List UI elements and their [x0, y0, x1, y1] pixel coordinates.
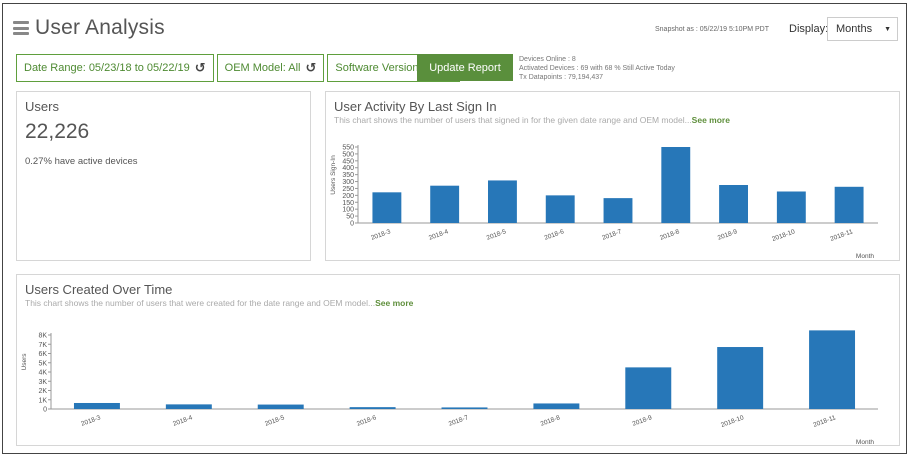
x-tick-label: 2018-4	[172, 414, 194, 428]
caret-down-icon: ▼	[884, 26, 891, 33]
app-frame: User Analysis Snapshot as : 05/22/19 5:1…	[2, 3, 907, 454]
date-range-filter-button[interactable]: Date Range: 05/23/18 to 05/22/19 ↺	[16, 54, 214, 82]
bar-2018-10	[717, 347, 764, 409]
y-tick-label: 7K	[38, 342, 47, 349]
created-chart-description: This chart shows the number of users tha…	[25, 298, 413, 308]
bar-2018-7	[441, 407, 488, 409]
x-axis-label: Month	[856, 439, 874, 446]
update-report-button[interactable]: Update Report	[417, 54, 513, 81]
activity-chart-title: User Activity By Last Sign In	[334, 99, 497, 114]
display-select[interactable]: Months ▼	[827, 17, 898, 41]
y-tick-label: 0	[43, 407, 47, 414]
activity-see-more-link[interactable]: See more	[691, 115, 730, 125]
x-tick-label: 2018-5	[264, 414, 286, 428]
x-tick-label: 2018-9	[632, 414, 654, 428]
created-see-more-link[interactable]: See more	[375, 298, 414, 308]
refresh-icon: ↺	[194, 60, 206, 75]
bar-2018-8	[661, 147, 691, 223]
date-range-label: Date Range: 05/23/18 to 05/22/19	[24, 62, 190, 74]
users-created-bar-chart: 0 1K 2K 3K 4K 5K 6K 7K 8K Users 2018-3 2018-4 2018-5…	[21, 330, 878, 446]
x-tick-label: 2018-10	[771, 228, 796, 243]
x-tick-label: 2018-4	[428, 228, 450, 242]
y-tick-label: 450	[342, 158, 354, 165]
display-label: Display:	[789, 23, 829, 35]
bar-2018-3	[372, 192, 402, 223]
snapshot-timestamp: Snapshot as : 05/22/19 5:10PM PDT	[655, 26, 770, 33]
x-tick-label: 2018-11	[829, 228, 854, 243]
y-tick-label: 6K	[38, 351, 47, 358]
y-tick-label: 350	[342, 172, 354, 179]
activity-description-text: This chart shows the number of users tha…	[334, 115, 692, 125]
y-tick-label: 2K	[38, 388, 47, 395]
x-tick-label: 2018-6	[356, 414, 378, 428]
bar-2018-11	[809, 330, 856, 409]
y-tick-label: 5K	[38, 360, 47, 367]
bar-2018-6	[545, 195, 575, 223]
devices-online-stat: Devices Online : 8	[519, 56, 576, 63]
refresh-icon: ↺	[305, 60, 317, 75]
filter-bar: Date Range: 05/23/18 to 05/22/19 ↺ OEM M…	[16, 54, 461, 82]
activity-chart-description: This chart shows the number of users tha…	[334, 115, 730, 125]
bar-2018-10	[776, 191, 806, 223]
x-axis-label: Month	[856, 253, 874, 260]
x-tick-label: 2018-3	[370, 228, 392, 242]
y-tick-label: 4K	[38, 370, 47, 377]
display-select-value: Months	[836, 23, 873, 35]
top-bar: User Analysis	[13, 14, 165, 42]
activated-devices-stat: Activated Devices : 69 with 68 % Still A…	[519, 65, 675, 72]
page-title: User Analysis	[35, 16, 165, 39]
y-tick-label: 3K	[38, 379, 47, 386]
oem-model-filter-button[interactable]: OEM Model: All ↺	[216, 54, 325, 82]
oem-model-label: OEM Model: All	[224, 62, 301, 74]
y-axis-label: Users Sign-In	[330, 155, 337, 195]
y-tick-label: 50	[346, 214, 354, 221]
created-description-text: This chart shows the number of users tha…	[25, 298, 376, 308]
y-tick-label: 400	[342, 165, 354, 172]
x-tick-label: 2018-8	[540, 414, 562, 428]
created-chart-title: Users Created Over Time	[25, 282, 173, 297]
bar-2018-4	[165, 404, 212, 409]
bar-2018-5	[488, 180, 517, 223]
user-activity-card: User Activity By Last Sign In This chart…	[325, 91, 900, 261]
bar-2018-3	[73, 402, 120, 409]
y-tick-label: 550	[342, 145, 354, 152]
users-created-card: Users Created Over Time This chart shows…	[16, 274, 900, 446]
x-tick-label: 2018-10	[720, 414, 745, 429]
bar-2018-9	[625, 367, 672, 409]
y-tick-label: 200	[342, 193, 354, 200]
active-devices-note: 0.27% have active devices	[25, 156, 138, 167]
bar-2018-6	[349, 407, 396, 409]
x-tick-label: 2018-3	[80, 414, 102, 428]
x-tick-label: 2018-8	[659, 228, 681, 242]
x-tick-label: 2018-7	[448, 414, 470, 428]
y-tick-label: 300	[342, 179, 354, 186]
x-tick-label: 2018-7	[601, 228, 623, 242]
y-tick-label: 500	[342, 151, 354, 158]
y-tick-label: 0	[350, 221, 354, 228]
users-card: Users 22,226 0.27% have active devices	[16, 91, 311, 261]
hamburger-menu-icon[interactable]	[13, 21, 29, 35]
x-tick-label: 2018-9	[717, 228, 739, 242]
bar-2018-7	[603, 198, 633, 223]
stats-summary: Devices Online : 8 Activated Devices : 6…	[519, 55, 675, 82]
datapoints-stat: Tx Datapoints : 79,194,437	[519, 74, 604, 81]
bar-2018-5	[257, 404, 304, 409]
bar-2018-9	[719, 185, 748, 223]
bar-2018-4	[430, 185, 460, 223]
y-tick-label: 1K	[38, 397, 47, 404]
x-tick-label: 2018-11	[812, 414, 837, 429]
software-version-label: Software Version: All	[335, 62, 437, 74]
users-card-title: Users	[25, 99, 59, 114]
users-count: 22,226	[25, 120, 90, 143]
y-tick-label: 100	[342, 207, 354, 214]
y-tick-label: 150	[342, 200, 354, 207]
x-tick-label: 2018-5	[486, 228, 508, 242]
y-tick-label: 250	[342, 186, 354, 193]
bar-2018-11	[834, 186, 864, 223]
y-axis-label: Users	[21, 353, 28, 371]
y-tick-label: 8K	[38, 333, 47, 340]
bar-2018-8	[533, 403, 580, 409]
x-tick-label: 2018-6	[543, 228, 565, 242]
